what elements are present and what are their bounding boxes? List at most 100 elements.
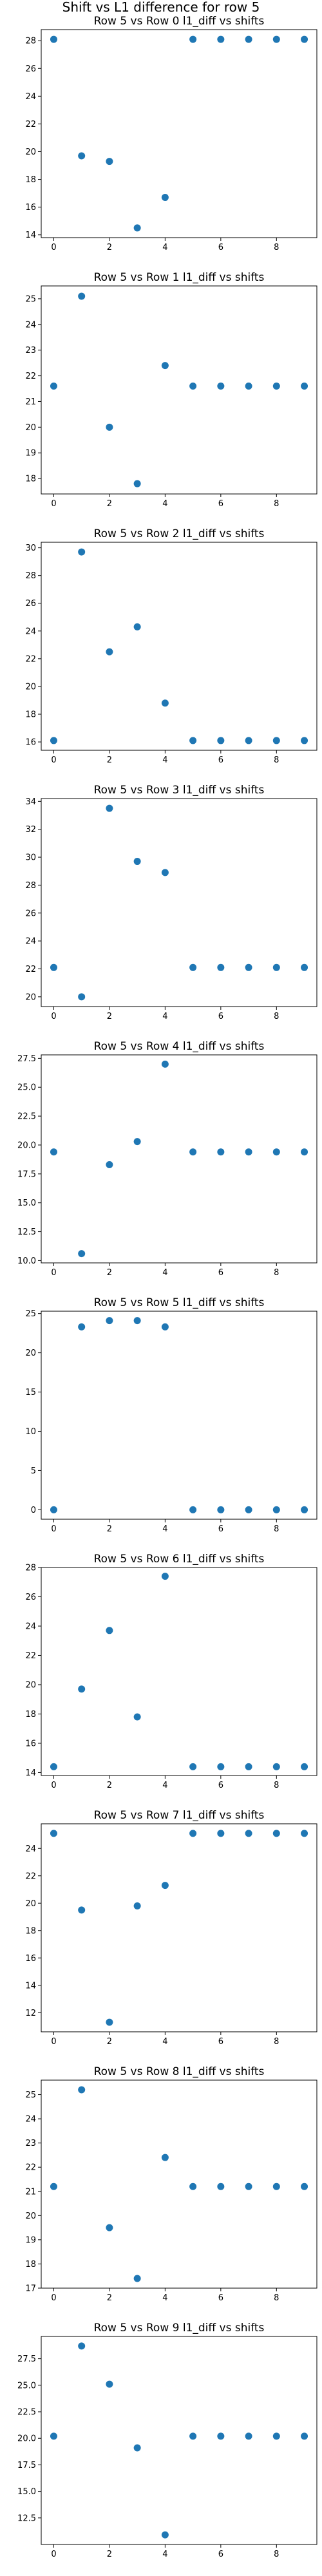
data-point <box>189 383 197 390</box>
data-point <box>161 1882 169 1889</box>
data-point <box>78 1250 86 1258</box>
y-tick-label: 25 <box>25 1309 36 1319</box>
y-tick-label: 15.0 <box>17 1198 36 1208</box>
data-point <box>189 1830 197 1837</box>
y-tick-label: 18 <box>25 710 36 720</box>
data-point <box>217 1148 225 1156</box>
data-point <box>133 1138 141 1146</box>
data-point <box>161 2531 169 2539</box>
y-tick-label: 15 <box>25 1388 36 1397</box>
y-tick-label: 16 <box>25 203 36 213</box>
y-tick-label: 20 <box>25 682 36 692</box>
y-tick-label: 28 <box>25 1564 36 1573</box>
y-tick-label: 23 <box>25 346 36 355</box>
data-point <box>272 1506 280 1513</box>
data-point <box>50 383 57 390</box>
x-tick-label: 4 <box>162 755 167 765</box>
y-tick-label: 17.5 <box>17 1170 36 1179</box>
data-point <box>272 737 280 744</box>
data-point <box>217 1763 225 1770</box>
y-tick-label: 14 <box>25 1981 36 1991</box>
data-point <box>161 194 169 202</box>
x-tick-label: 4 <box>162 2037 167 2047</box>
subplot-7: Row 5 vs Row 7 l1_diff vs shifts 12 14 16 18… <box>25 1809 317 2047</box>
y-tick-label: 30 <box>25 544 36 553</box>
subplot-title: Row 5 vs Row 1 l1_diff vs shifts <box>94 271 265 284</box>
plot-frame <box>41 1823 317 2032</box>
y-tick-label: 21 <box>25 2187 36 2197</box>
data-point <box>189 963 197 971</box>
subplot-title: Row 5 vs Row 4 l1_diff vs shifts <box>94 1040 265 1053</box>
y-tick-label: 14 <box>25 1768 36 1778</box>
x-tick-label: 6 <box>218 1781 223 1790</box>
data-point <box>50 2432 57 2440</box>
y-tick-label: 22 <box>25 1871 36 1881</box>
plot-frame <box>41 798 317 1007</box>
data-point <box>189 1763 197 1770</box>
data-point <box>50 1506 57 1513</box>
data-point <box>301 1148 308 1156</box>
x-tick-label: 2 <box>107 1781 112 1790</box>
x-tick-label: 6 <box>218 1524 223 1534</box>
data-point <box>245 963 252 971</box>
data-point <box>189 2183 197 2190</box>
subplot-title: Row 5 vs Row 3 l1_diff vs shifts <box>94 784 265 797</box>
y-tick-label: 24 <box>25 2115 36 2125</box>
plot-frame <box>41 1567 317 1776</box>
data-point <box>133 858 141 866</box>
data-point <box>161 869 169 876</box>
data-point <box>245 2432 252 2440</box>
y-tick-label: 20 <box>25 2211 36 2221</box>
data-point <box>301 1830 308 1837</box>
subplot-title: Row 5 vs Row 2 l1_diff vs shifts <box>94 527 265 540</box>
plot-frame <box>41 29 317 238</box>
x-tick-label: 4 <box>162 243 167 252</box>
x-tick-label: 6 <box>218 1012 223 1021</box>
y-tick-label: 24 <box>25 937 36 947</box>
data-point <box>217 383 225 390</box>
subplot-2: Row 5 vs Row 2 l1_diff vs shifts 16 18 20 22… <box>25 527 317 765</box>
data-point <box>161 1060 169 1068</box>
data-point <box>50 1148 57 1156</box>
y-tick-label: 26 <box>25 64 36 74</box>
data-point <box>245 2183 252 2190</box>
y-tick-label: 24 <box>25 627 36 636</box>
data-point <box>106 1317 113 1325</box>
y-tick-label: 22 <box>25 965 36 974</box>
data-point <box>189 35 197 43</box>
data-point <box>78 1906 86 1914</box>
data-point <box>189 1148 197 1156</box>
x-tick-label: 4 <box>162 2550 167 2559</box>
data-point <box>272 383 280 390</box>
y-tick-label: 22.5 <box>17 1112 36 1122</box>
plot-frame <box>41 285 317 495</box>
y-tick-label: 22 <box>25 372 36 381</box>
x-tick-label: 0 <box>51 1012 56 1021</box>
y-tick-label: 16 <box>25 738 36 748</box>
data-point <box>217 963 225 971</box>
y-tick-label: 17.5 <box>17 2461 36 2470</box>
data-point <box>78 292 86 300</box>
y-tick-label: 24 <box>25 1622 36 1631</box>
x-tick-label: 8 <box>274 499 279 509</box>
x-tick-label: 8 <box>274 1781 279 1790</box>
x-tick-label: 4 <box>162 1268 167 1278</box>
y-tick-label: 28 <box>25 37 36 46</box>
y-tick-label: 25 <box>25 294 36 304</box>
plot-frame <box>41 542 317 751</box>
y-tick-label: 22 <box>25 654 36 664</box>
y-tick-label: 26 <box>25 909 36 918</box>
y-tick-label: 25.0 <box>17 2381 36 2391</box>
x-tick-label: 0 <box>51 2550 56 2559</box>
data-point <box>78 152 86 160</box>
y-tick-label: 20.0 <box>17 2434 36 2444</box>
data-point <box>272 963 280 971</box>
data-point <box>133 480 141 488</box>
data-point <box>272 35 280 43</box>
y-tick-label: 32 <box>25 825 36 835</box>
x-tick-label: 6 <box>218 2293 223 2303</box>
y-tick-label: 21 <box>25 397 36 407</box>
x-tick-label: 4 <box>162 2293 167 2303</box>
data-point <box>161 1573 169 1580</box>
